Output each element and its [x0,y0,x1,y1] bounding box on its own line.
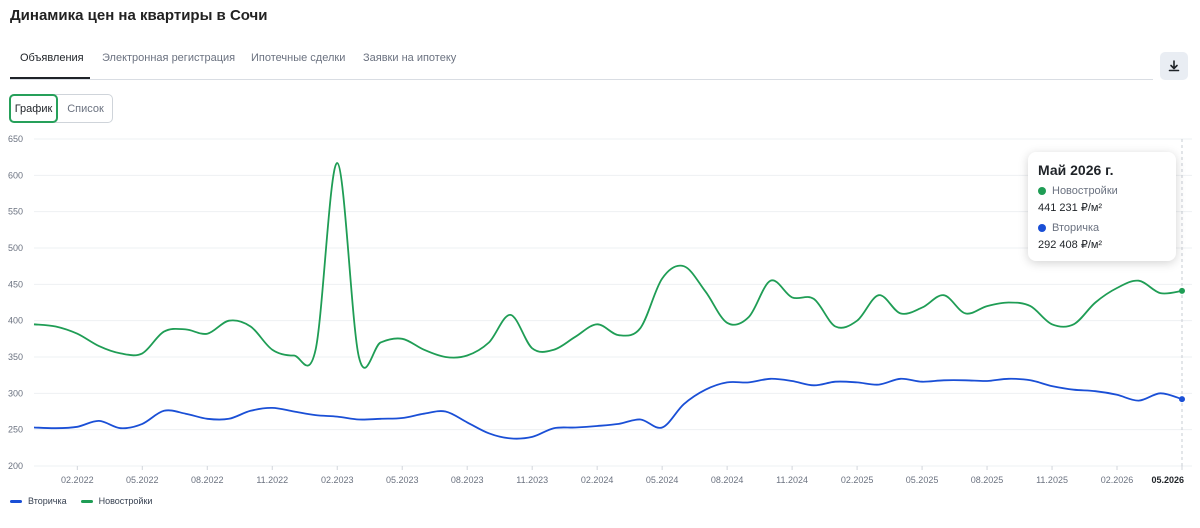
y-tick-label: 450 [8,279,23,289]
y-tick-label: 650 [8,134,23,144]
series-line-secondary [33,377,1183,440]
legend-label-secondary: Вторичка [28,496,67,506]
x-tick-label: 05.2023 [386,475,419,485]
tooltip-series-secondary: Вторичка [1038,222,1099,234]
y-tick-label: 550 [8,207,23,217]
active-tab-indicator [10,77,90,79]
series-line-new [33,162,1183,369]
legend-swatch-new [80,499,93,503]
y-tick-label: 600 [8,170,23,180]
x-tick-label: 05.2022 [126,475,159,485]
x-tick-label: 02.2024 [581,475,614,485]
tooltip-series-new: Новостройки [1038,185,1118,197]
page-title: Динамика цен на квартиры в Сочи [10,7,268,24]
price-line-chart: 200 250 300 350 400 450 500 550 600 650 02.2022 05.… [8,134,1192,485]
x-tick-label: 02.2022 [61,475,94,485]
tab-bar: Объявления Электронная регистрация Ипоте… [10,44,1153,80]
x-tick-label: 02.2026 [1101,475,1134,485]
x-tick-label: 11.2025 [1036,475,1068,485]
legend-label-new: Новостройки [98,496,153,506]
view-toggle: График Список [9,94,113,123]
series-end-marker-new [1179,287,1185,294]
tooltip-title: Май 2026 г. [1038,162,1114,178]
x-tick-label: 08.2025 [971,475,1004,485]
x-tick-label: 05.2024 [646,475,679,485]
x-tick-label: 08.2023 [451,475,484,485]
x-tick-label: 08.2022 [191,475,224,485]
chart-view-button[interactable]: График [9,94,58,123]
x-tick-label: 11.2023 [516,475,548,485]
legend-item-new[interactable]: Новостройки [80,496,153,506]
tooltip-dot-new [1038,187,1046,195]
download-icon [1168,60,1180,72]
y-tick-label: 250 [8,425,23,435]
tab-mortgage-applications[interactable]: Заявки на ипотеку [363,52,457,64]
y-tick-label: 400 [8,316,23,326]
chart-tooltip: Май 2026 г. Новостройки 441 231 ₽/м² Вто… [1028,152,1176,261]
y-tick-label: 300 [8,388,23,398]
tab-listings[interactable]: Объявления [20,52,84,64]
tooltip-value-secondary: 292 408 ₽/м² [1038,239,1103,251]
download-button[interactable] [1160,52,1188,80]
tab-mortgage-deals[interactable]: Ипотечные сделки [251,52,346,64]
tab-electronic-registration[interactable]: Электронная регистрация [102,52,236,64]
x-tick-label: 05.2026 [1151,475,1184,485]
tooltip-value-new: 441 231 ₽/м² [1038,202,1103,214]
series-end-marker-secondary [1179,396,1185,403]
x-tick-label: 05.2025 [906,475,939,485]
y-tick-label: 500 [8,243,23,253]
chart-legend: Вторичка Новостройки [10,496,152,506]
legend-item-secondary[interactable]: Вторичка [10,496,67,506]
tooltip-label-new: Новостройки [1052,185,1118,197]
x-tick-label: 11.2024 [776,475,808,485]
x-tick-label: 08.2024 [711,475,744,485]
list-view-button[interactable]: Список [67,102,104,115]
tooltip-label-secondary: Вторичка [1052,222,1100,234]
y-tick-label: 200 [8,461,23,471]
tooltip-dot-secondary [1038,224,1046,232]
x-tick-label: 11.2022 [256,475,288,485]
x-tick-label: 02.2023 [321,475,354,485]
legend-swatch-secondary [10,499,22,503]
y-tick-label: 350 [8,352,23,362]
x-tick-label: 02.2025 [841,475,874,485]
